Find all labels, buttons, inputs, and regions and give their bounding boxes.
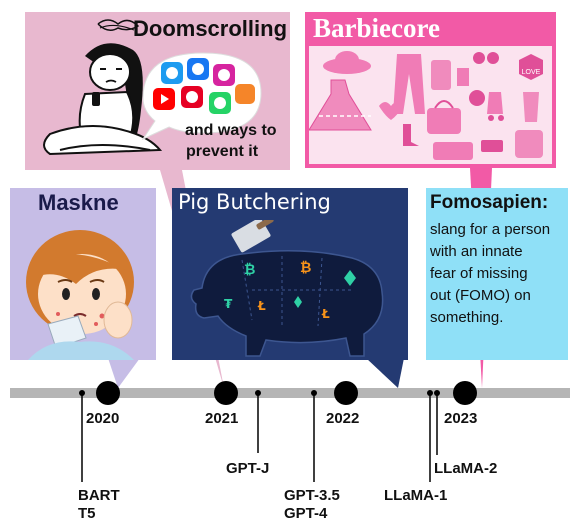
model-label-gptj: GPT-J <box>226 460 270 477</box>
love-sign-text: LOVE <box>522 69 541 76</box>
svg-text:Ł: Ł <box>257 299 266 313</box>
doomscrolling-subtitle-line2: prevent it <box>186 143 259 160</box>
fomosapien-line-1: slang for a person <box>430 221 551 238</box>
fomosapien-panel <box>426 188 568 360</box>
doomscrolling-subtitle-line1: and ways to <box>185 122 277 139</box>
svg-text:Ł: Ł <box>321 307 330 321</box>
model-label-t5: T5 <box>78 505 96 522</box>
year-label-2022: 2022 <box>326 410 360 427</box>
barbiecore-fashion-illustration: LOVE <box>309 51 543 160</box>
year-label-2020: 2020 <box>86 410 120 427</box>
fomosapien-line-4: out (FOMO) on <box>430 287 531 304</box>
doomscrolling-title: Doomscrolling <box>133 16 288 41</box>
svg-text:₿: ₿ <box>244 262 255 278</box>
maskne-girl-illustration <box>26 230 134 360</box>
year-label-2021: 2021 <box>205 410 239 427</box>
pig-illustration: ₿ ₿ ₮ Ł Ł <box>190 220 384 357</box>
timeline-bar <box>10 388 570 398</box>
fomosapien-title: Fomosapien: <box>430 192 549 213</box>
fomosapien-line-5: something. <box>430 309 504 326</box>
fomosapien-line-2: with an innate <box>430 243 523 260</box>
svg-text:₮: ₮ <box>224 297 233 311</box>
year-dot-2021 <box>214 381 238 405</box>
model-label-gpt4: GPT-4 <box>284 505 328 522</box>
year-label-2023: 2023 <box>444 410 478 427</box>
social-media-bubble <box>141 52 262 141</box>
model-label-llama1: LLaMA-1 <box>384 487 448 504</box>
year-dot-2022 <box>334 381 358 405</box>
model-label-bart: BART <box>78 487 120 504</box>
fomosapien-line-3: fear of missing <box>430 265 528 282</box>
fomosapien-definition: slang for a person with an innate fear o… <box>430 219 568 329</box>
year-dot-2023 <box>453 381 477 405</box>
model-label-llama2: LLaMA-2 <box>434 460 498 477</box>
maskne-title: Maskne <box>38 190 119 215</box>
svg-text:₿: ₿ <box>300 260 311 276</box>
model-label-gpt35: GPT-3.5 <box>284 487 340 504</box>
pig-butchering-title: Pig Butchering <box>178 190 331 214</box>
year-dot-2020 <box>96 381 120 405</box>
barbiecore-title: Barbiecore <box>313 13 440 43</box>
doomscrolling-person-illustration <box>43 19 163 156</box>
